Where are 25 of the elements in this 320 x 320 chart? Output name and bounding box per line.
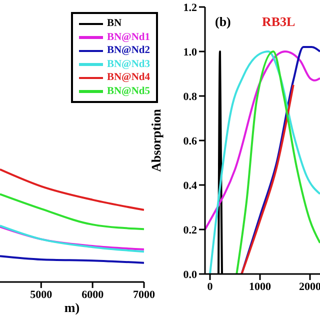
line-series (240, 84, 294, 274)
x-axis-title: m) (64, 300, 80, 315)
y-tick-label: 1.0 (183, 46, 198, 58)
y-tick-label: 0.4 (183, 180, 198, 192)
y-tick-label: 1.2 (183, 2, 198, 14)
legend-label: BN (106, 17, 122, 30)
y-tick-label: 0.2 (183, 224, 198, 236)
legend-label: BN@Nd2 (106, 44, 150, 58)
line-series (205, 50, 320, 230)
y-tick-label: 0.0 (183, 268, 198, 281)
x-tick-label: 5000 (30, 288, 53, 301)
y-tick-label: 0.6 (183, 135, 198, 148)
legend-label: BN@Nd3 (106, 58, 150, 71)
y-tick-label: 0.8 (183, 90, 198, 103)
legend-label: BN@Nd5 (106, 84, 150, 98)
line-series (209, 50, 320, 274)
x-tick-label: 7000 (133, 288, 156, 301)
x-tick-label: 1000 (249, 280, 272, 293)
x-tick-label: 6000 (82, 288, 104, 301)
x-tick-label: 0 (207, 280, 214, 293)
legend-label: BN@Nd1 (106, 30, 150, 44)
legend-label: BN@Nd4 (106, 71, 150, 84)
annotation: (b) (215, 14, 231, 30)
y-axis-title: Absorption (148, 108, 164, 172)
text: RB3L (262, 14, 296, 30)
